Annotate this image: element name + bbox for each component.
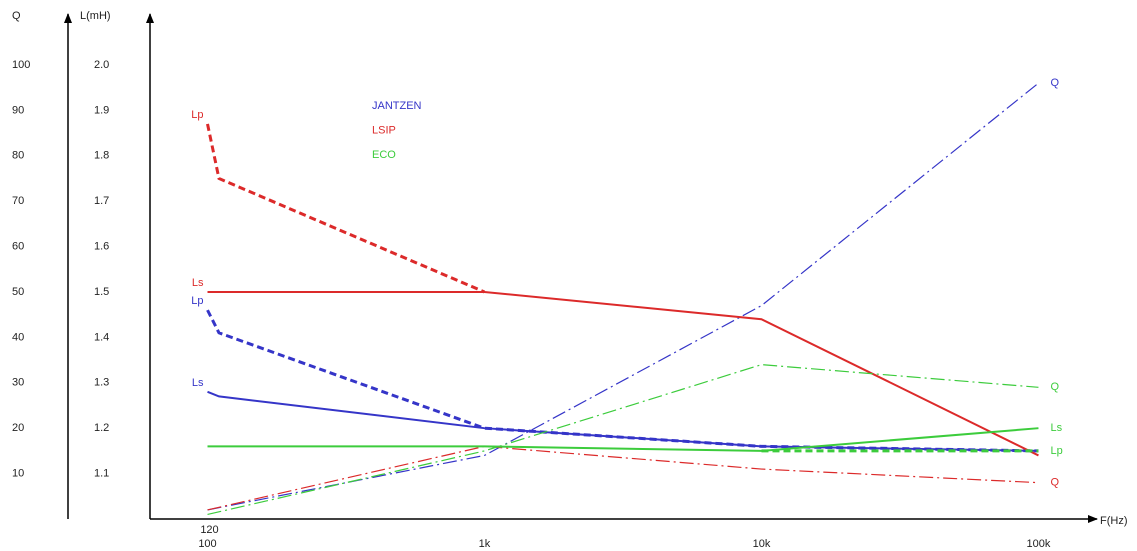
series-label: Q (1050, 77, 1059, 89)
series-label: Ls (1050, 422, 1062, 434)
y-tick-label: 70 (12, 195, 24, 207)
series-line (207, 82, 1039, 511)
legend-entry: JANTZEN (372, 100, 422, 112)
series-line (207, 364, 1039, 516)
x-tick-label: 10k (753, 538, 771, 550)
y-axis-label: Q (12, 10, 21, 22)
y-tick-label: 30 (12, 377, 24, 389)
y-tick-label: 80 (12, 150, 24, 162)
series-label: Lp (191, 109, 203, 121)
series-label: Ls (192, 277, 204, 289)
x-tick-label: 100k (1027, 538, 1051, 550)
y2-tick-label: 1.1 (94, 468, 109, 480)
series-line (207, 390, 1039, 452)
series-line (207, 445, 1039, 511)
y2-tick-label: 1.9 (94, 104, 109, 116)
series-label: Q (1050, 477, 1059, 489)
y2-tick-label: 1.4 (94, 331, 109, 343)
x-axis-label: F(Hz) (1100, 515, 1128, 527)
y-tick-label: 20 (12, 422, 24, 434)
x-tick-label: 1k (479, 538, 491, 550)
series-label: Ls (192, 377, 204, 389)
y2-tick-label: 1.2 (94, 422, 109, 434)
y-tick-label: 50 (12, 286, 24, 298)
series-label: Q (1050, 381, 1059, 393)
y2-tick-label: 1.3 (94, 377, 109, 389)
y-tick-label: 60 (12, 240, 24, 252)
y2-tick-label: 1.5 (94, 286, 109, 298)
y-tick-label: 10 (12, 468, 24, 480)
y-tick-label: 40 (12, 331, 24, 343)
y2-tick-label: 2.0 (94, 59, 109, 71)
series-line (207, 427, 1039, 452)
y-tick-label: 90 (12, 104, 24, 116)
x-tick-label: 100 (198, 538, 216, 550)
series-line (207, 290, 1039, 457)
y2-tick-label: 1.6 (94, 240, 109, 252)
series-label: Lp (1050, 445, 1062, 457)
y2-tick-label: 1.8 (94, 150, 109, 162)
series-line (206, 123, 486, 294)
y2-axis-label: L(mH) (80, 10, 111, 22)
y2-tick-label: 1.7 (94, 195, 109, 207)
legend-entry: LSIP (372, 124, 396, 136)
legend-entry: ECO (372, 149, 396, 161)
x-tick-label: 120 (200, 524, 218, 536)
series-label: Lp (191, 295, 203, 307)
y-tick-label: 100 (12, 59, 30, 71)
